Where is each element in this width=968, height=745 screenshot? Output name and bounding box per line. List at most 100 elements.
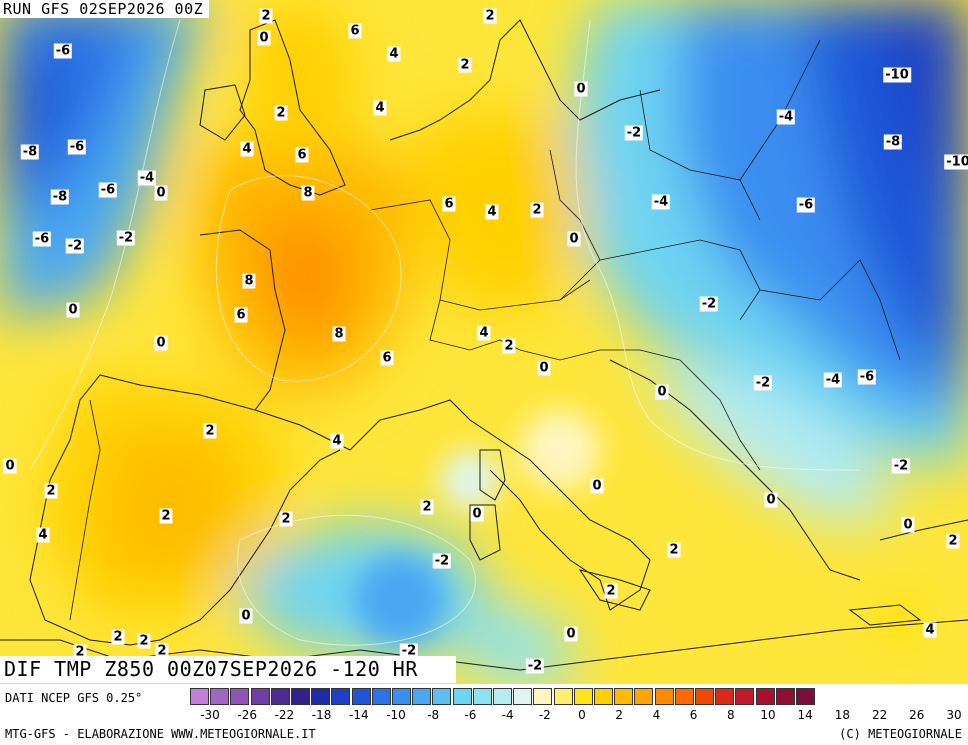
contour-label: 0: [66, 302, 80, 318]
legend-swatch: [674, 688, 694, 705]
legend-tick-label: 0: [578, 708, 586, 722]
contour-label: 0: [655, 384, 669, 400]
contour-label: 2: [420, 499, 434, 515]
legend-tick-label: 6: [689, 708, 698, 722]
contour-label: 2: [458, 57, 472, 73]
contour-label: 4: [240, 141, 254, 157]
contour-label: 6: [380, 350, 394, 366]
contour-label: 0: [3, 458, 17, 474]
contour-label: 8: [332, 326, 346, 342]
contour-label: 0: [567, 231, 581, 247]
credit-left: MTG-GFS - ELABORAZIONE WWW.METEOGIORNALE…: [5, 727, 316, 741]
contour-label: -2: [399, 643, 419, 659]
contour-label: 4: [485, 204, 499, 220]
credit-right: (C) METEOGIORNALE: [839, 727, 962, 741]
contour-label: -4: [823, 372, 843, 388]
contour-label: 0: [901, 517, 915, 533]
legend-swatch: [270, 688, 290, 705]
contour-label: -2: [891, 458, 911, 474]
contour-label: 2: [111, 629, 125, 645]
legend-tick-label: 8: [726, 708, 735, 722]
contour-label: 6: [295, 147, 309, 163]
temperature-anomaly-map: [0, 0, 968, 684]
legend-swatch: [190, 688, 209, 705]
legend-tick-label: -2: [538, 708, 551, 722]
legend-tick-label: 14: [797, 708, 813, 722]
legend-tick-label: 4: [652, 708, 661, 722]
contour-label: 8: [301, 185, 315, 201]
legend-tick-label: 30: [946, 708, 962, 722]
contour-label: -8: [50, 189, 70, 205]
legend-swatch: [796, 688, 815, 705]
contour-label: -10: [883, 67, 911, 83]
contour-label: 2: [502, 338, 516, 354]
contour-label: 0: [154, 335, 168, 351]
contour-label: 8: [242, 273, 256, 289]
contour-label: 2: [946, 533, 960, 549]
legend-tick-label: -18: [311, 708, 332, 722]
legend-swatch: [412, 688, 432, 705]
legend-swatch: [210, 688, 230, 705]
contour-label: -2: [65, 238, 85, 254]
legend-swatch: [432, 688, 452, 705]
legend-tick-label: 18: [834, 708, 851, 722]
contour-label: 2: [203, 423, 217, 439]
contour-label: -8: [883, 134, 903, 150]
legend-swatch: [472, 688, 492, 705]
legend-tick-label: -10: [386, 708, 406, 722]
map-title: DIF TMP Z850 00Z07SEP2026 -120 HR: [0, 656, 456, 683]
contour-label: 4: [387, 46, 401, 62]
legend-swatch: [553, 688, 573, 705]
contour-label: 0: [470, 506, 484, 522]
legend-swatch: [614, 688, 634, 705]
legend-swatch: [392, 688, 411, 705]
legend-swatch: [735, 688, 755, 705]
contour-label: -2: [753, 375, 773, 391]
legend-swatch: [250, 688, 270, 705]
contour-label: 2: [137, 633, 151, 649]
contour-label: 2: [274, 105, 288, 121]
contour-label: 2: [279, 511, 293, 527]
legend-tick-label: 26: [909, 708, 925, 722]
data-source: DATI NCEP GFS 0.25°: [5, 691, 143, 705]
legend-tick-label: -4: [501, 708, 514, 722]
contour-label: 4: [36, 527, 50, 543]
contour-label: 4: [923, 622, 937, 638]
legend-swatch: [351, 688, 371, 705]
contour-label: 0: [590, 478, 604, 494]
contour-label: -2: [116, 230, 136, 246]
contour-label: 0: [574, 81, 588, 97]
contour-label: 0: [154, 185, 168, 201]
contour-label: 2: [530, 202, 544, 218]
contour-label: -6: [857, 369, 877, 385]
contour-label: 2: [667, 542, 681, 558]
legend-tick-label: -8: [427, 708, 440, 722]
legend-swatch: [371, 688, 391, 705]
legend-tick-label: 10: [760, 708, 776, 722]
contour-label: 2: [44, 483, 58, 499]
contour-label: 4: [373, 100, 387, 116]
legend-swatch: [573, 688, 593, 705]
legend-swatch: [513, 688, 533, 705]
legend-swatch: [493, 688, 512, 705]
legend-swatch: [695, 688, 714, 705]
contour-label: 0: [564, 626, 578, 642]
legend-tick-label: -14: [348, 708, 369, 722]
legend-swatch: [331, 688, 351, 705]
borders: [69, 39, 901, 621]
contour-label: 6: [234, 307, 248, 323]
contour-label: -8: [20, 144, 40, 160]
legend-swatch: [594, 688, 613, 705]
contour-label: -2: [699, 296, 719, 312]
legend-swatch: [230, 688, 250, 705]
contour-label: -4: [137, 170, 157, 186]
contour-label: 4: [477, 325, 491, 341]
contour-label: 2: [259, 8, 273, 24]
contour-label: 2: [604, 583, 618, 599]
contour-label: 2: [73, 644, 87, 660]
legend-tick-label: -30: [200, 708, 220, 722]
legend-swatch: [715, 688, 735, 705]
contour-label: 6: [442, 196, 456, 212]
legend-swatch: [654, 688, 674, 705]
contour-label: -6: [32, 231, 52, 247]
